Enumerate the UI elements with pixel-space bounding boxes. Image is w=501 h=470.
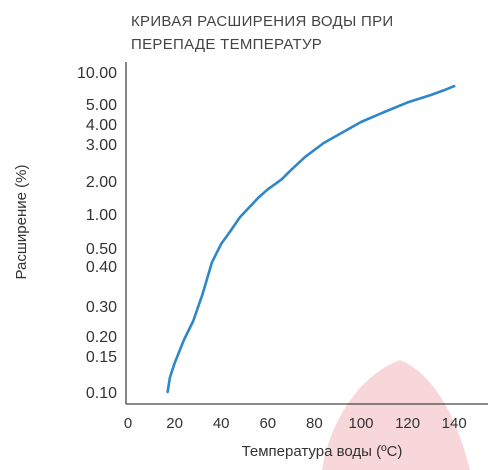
series-line [166, 84, 456, 394]
x-tick-label: 20 [166, 415, 183, 432]
y-tick-label: 0.15 [86, 349, 117, 366]
y-tick-label: 4.00 [86, 117, 117, 134]
y-tick-label: 2.00 [86, 174, 117, 191]
x-tick-label: 0 [124, 415, 132, 432]
x-tick-label: 40 [213, 415, 230, 432]
x-axis-label: Температура воды (ºC) [242, 443, 403, 460]
chart-title: КРИВАЯ РАСШИРЕНИЯ ВОДЫ ПРИ ПЕРЕПАДЕ ТЕМП… [131, 10, 471, 56]
x-tick-label: 80 [306, 415, 323, 432]
y-tick-label: 1.00 [86, 207, 117, 224]
x-tick-label: 140 [442, 415, 467, 432]
y-tick-label: 0.50 [86, 241, 117, 258]
y-tick-label: 0.20 [86, 329, 117, 346]
y-axis-label: Расширение (%) [13, 165, 30, 280]
y-tick-label: 0.10 [86, 385, 117, 402]
y-tick-label: 0.40 [86, 259, 117, 276]
y-tick-label: 10.00 [77, 65, 117, 82]
x-tick-label: 100 [348, 415, 373, 432]
y-tick-label: 5.00 [86, 97, 117, 114]
watermark-shape [322, 360, 470, 470]
y-tick-label: 0.30 [86, 299, 117, 316]
x-tick-label: 120 [395, 415, 420, 432]
chart-title-line-2: ПЕРЕПАДЕ ТЕМПЕРАТУР [131, 36, 323, 53]
chart-title-line-1: КРИВАЯ РАСШИРЕНИЯ ВОДЫ ПРИ [131, 13, 394, 30]
y-tick-label: 3.00 [86, 137, 117, 154]
x-tick-label: 60 [259, 415, 276, 432]
